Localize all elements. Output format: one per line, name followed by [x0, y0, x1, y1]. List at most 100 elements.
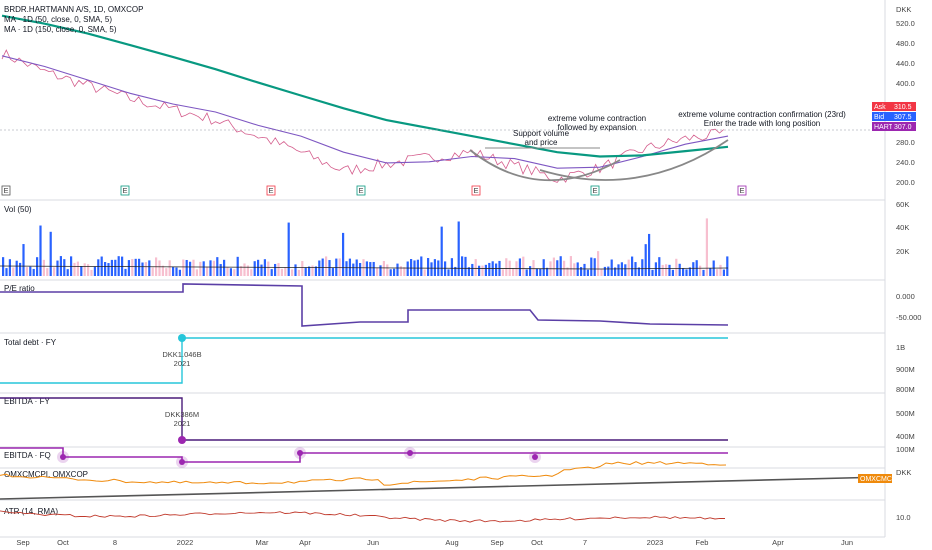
annotation-contraction: followed by expansion — [558, 123, 637, 132]
ebitda-fq-point[interactable] — [532, 454, 538, 460]
volume-bar — [131, 258, 134, 276]
earnings-marker[interactable] — [356, 185, 366, 196]
volume-bar — [110, 259, 113, 276]
volume-bar — [644, 244, 647, 276]
volume-bar — [97, 259, 100, 276]
price-tick: 400.0 — [896, 79, 915, 88]
volume-bar — [90, 269, 93, 276]
volume-bar — [651, 269, 654, 276]
volume-bar — [63, 259, 66, 276]
volume-label: Vol (50) — [4, 205, 32, 214]
volume-bar — [117, 256, 120, 276]
volume-bar — [175, 267, 178, 276]
earnings-marker[interactable] — [590, 185, 600, 196]
ebitda-fq-point[interactable] — [407, 450, 413, 456]
omx-tag-box — [858, 474, 892, 483]
ebitda-fy-series — [0, 397, 728, 441]
debt-series — [0, 337, 728, 384]
annotation-support: and price — [525, 138, 558, 147]
volume-bar — [675, 258, 678, 276]
volume-bar — [39, 225, 42, 276]
volume-tick: 40K — [896, 223, 909, 232]
volume-bar — [444, 261, 447, 276]
ebitda-fq-tick: 100M — [896, 445, 915, 454]
debt-marker-value: DKK1.046B — [162, 350, 201, 359]
volume-bar — [641, 259, 644, 276]
volume-bar — [525, 269, 528, 276]
volume-bar — [552, 257, 555, 276]
earnings-marker[interactable] — [737, 185, 747, 196]
volume-bar — [566, 267, 569, 276]
quote-label-box — [872, 102, 892, 111]
volume-bar — [702, 269, 705, 276]
volume-bar — [93, 266, 96, 276]
ebitda-fq-point[interactable] — [60, 454, 66, 460]
volume-bar — [151, 267, 154, 276]
volume-bar — [219, 264, 222, 276]
debt-marker-year: 2021 — [174, 359, 191, 368]
volume-bar — [195, 269, 198, 276]
cup-arc-2 — [539, 139, 729, 181]
volume-bar — [535, 268, 538, 276]
ebitda-fq-point[interactable] — [297, 450, 303, 456]
ebitda-fq-point[interactable] — [179, 459, 185, 465]
debt-point[interactable] — [178, 334, 186, 342]
volume-bar — [569, 256, 572, 276]
volume-bar — [274, 263, 277, 276]
header-symbol: BRDR.HARTMANN A/S, 1D, OMXCOP — [4, 5, 143, 14]
volume-bar — [138, 258, 141, 276]
volume-bar — [631, 256, 634, 276]
volume-tick: 60K — [896, 200, 909, 209]
volume-bar — [719, 264, 722, 276]
earnings-marker-label: E — [592, 186, 597, 195]
quote-value: 307.5 — [894, 114, 912, 121]
pe-series — [0, 283, 729, 327]
volume-bar — [19, 262, 22, 276]
volume-bar — [593, 258, 596, 276]
volume-bar — [709, 268, 712, 276]
earnings-marker[interactable] — [120, 185, 130, 196]
volume-bar — [542, 259, 545, 276]
earnings-marker[interactable] — [266, 185, 276, 196]
volume-bar — [202, 261, 205, 276]
volume-bar — [658, 257, 661, 276]
debt-label: Total debt · FY — [4, 338, 57, 347]
volume-bar — [8, 259, 11, 276]
volume-bar — [226, 267, 229, 276]
quote-label: HART — [874, 124, 894, 131]
earnings-marker[interactable] — [471, 185, 481, 196]
earnings-marker[interactable] — [1, 185, 11, 196]
volume-bar — [389, 269, 392, 276]
volume-bar — [716, 269, 719, 276]
quote-value: 307.0 — [894, 124, 912, 131]
quote-value-box — [892, 122, 916, 131]
volume-bar — [165, 268, 168, 276]
earnings-marker-label: E — [739, 186, 744, 195]
volume-bar — [134, 258, 137, 276]
volume-bar — [5, 268, 8, 276]
volume-bar — [172, 267, 175, 276]
volume-bar — [668, 264, 671, 276]
volume-bar — [699, 265, 702, 276]
time-tick: Sep — [16, 538, 29, 547]
volume-bar — [325, 256, 328, 276]
annotation-confirm: Enter the trade with long position — [704, 119, 821, 128]
volume-bar — [359, 263, 362, 276]
volume-bar — [46, 268, 49, 276]
volume-bar — [423, 269, 426, 276]
volume-bar — [56, 260, 59, 276]
time-tick: 2023 — [647, 538, 664, 547]
volume-bar — [369, 262, 372, 276]
ebitda-fq-label: EBITDA · FQ — [4, 451, 51, 460]
volume-bar — [36, 257, 39, 276]
atr-tick: 10.0 — [896, 513, 911, 522]
annotation-confirm: extreme volume contraction confirmation … — [678, 110, 846, 119]
volume-bar — [559, 256, 562, 276]
volume-bar — [556, 260, 559, 276]
volume-bar — [331, 267, 334, 276]
volume-bar — [583, 263, 586, 276]
ebitda-fy-point[interactable] — [178, 436, 186, 444]
volume-bar — [488, 262, 491, 276]
pe-tick: 0.000 — [896, 292, 915, 301]
